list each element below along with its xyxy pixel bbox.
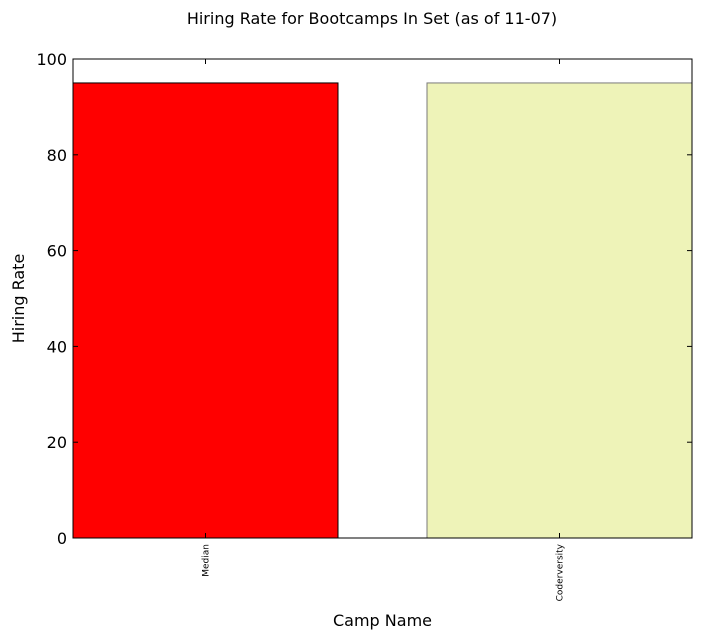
y-tick-label: 0 (57, 529, 67, 548)
y-tick-label: 40 (47, 337, 67, 356)
x-axis-label: Camp Name (333, 611, 432, 630)
chart-title: Hiring Rate for Bootcamps In Set (as of … (187, 9, 557, 28)
y-tick-label: 60 (47, 242, 67, 261)
bar-median (72, 82, 339, 539)
x-tick-label: Coderversity (556, 543, 566, 601)
y-tick-label: 80 (47, 146, 67, 165)
plot-frame (72, 58, 693, 539)
y-tick-label: 20 (47, 433, 67, 452)
bars-layer: Median Coderversity (72, 82, 693, 601)
x-tick-label: Median (202, 544, 212, 577)
y-axis-label: Hiring Rate (9, 254, 28, 344)
ticks-layer: 0 20 40 60 80 100 (36, 50, 692, 548)
bar-coderversity (426, 82, 693, 539)
y-tick-label: 100 (36, 50, 67, 69)
